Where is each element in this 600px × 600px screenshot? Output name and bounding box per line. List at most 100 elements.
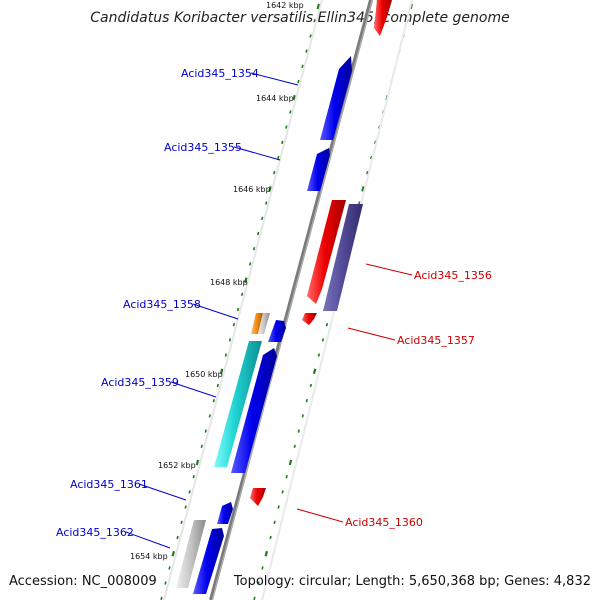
scale-tick: [289, 110, 292, 114]
gene-top-partial[interactable]: [374, 0, 392, 36]
scale-tick: [236, 307, 240, 312]
scale-tick: [192, 474, 195, 479]
gene-acid345-1360[interactable]: [250, 488, 266, 506]
scale-tick: [309, 383, 313, 388]
scale-tick: [297, 429, 300, 433]
gene-acid345-1358[interactable]: [268, 320, 286, 342]
scale-tick: [281, 490, 284, 494]
scale-tick: [325, 322, 329, 327]
scale-tick: [305, 49, 308, 53]
scale-tick: [285, 125, 288, 129]
gene-label-acid345-1361[interactable]: Acid345_1361: [70, 478, 148, 491]
scale-tick: [370, 155, 373, 160]
label-connectors: [125, 72, 413, 549]
gene-acid345-1362-gray[interactable]: [176, 520, 206, 588]
topology-text: Topology: circular; Length: 5,650,368 bp…: [233, 574, 591, 589]
scale-tick: [313, 18, 316, 23]
scale-tick: [256, 231, 260, 236]
scale-tick: [374, 140, 377, 145]
scale-tick: [265, 201, 268, 205]
scale-tick: [277, 155, 280, 160]
scale-tick: [244, 277, 248, 283]
scale-tick: [216, 383, 220, 388]
scale-tick: [195, 459, 200, 466]
gene-acid345-1358-gray[interactable]: [258, 313, 270, 334]
scale-label: 1642 kbp: [266, 1, 304, 10]
track-guides: [163, 0, 413, 600]
scale-tick: [277, 505, 280, 509]
scale-label: 1650 kbp: [185, 370, 223, 379]
gene-acid345-1361[interactable]: [217, 502, 233, 524]
scale-tick: [273, 520, 276, 525]
scale-tick: [168, 566, 171, 570]
scale-tick: [257, 581, 260, 585]
gene-label-acid345-1355[interactable]: Acid345_1355: [164, 141, 242, 154]
scale-tick: [171, 550, 175, 557]
scale-tick: [252, 246, 256, 251]
scale-tick: [305, 398, 308, 403]
scale-labels: 1642 kbp 1644 kbp 1646 kbp 1648 kbp 1650…: [130, 1, 304, 561]
gene-label-acid345-1357[interactable]: Acid345_1357: [397, 334, 475, 347]
scale-tick: [212, 398, 215, 403]
scale-label: 1646 kbp: [233, 185, 271, 194]
backbone-highlight: [211, 0, 373, 600]
scale-label: 1654 kbp: [130, 552, 168, 561]
scale-tick: [301, 64, 304, 69]
accession-text: Accession: NC_008009: [9, 574, 157, 589]
genome-title: Candidatus Koribacter versatilis Ellin34…: [90, 10, 510, 26]
scale-tick: [269, 535, 272, 540]
gene-acid345-1356[interactable]: [323, 204, 363, 311]
scale-tick: [160, 596, 163, 600]
gene-label-acid345-1362[interactable]: Acid345_1362: [56, 526, 134, 539]
scale-tick: [268, 186, 272, 192]
scale-tick: [317, 353, 321, 357]
gene-acid345-1359[interactable]: [231, 348, 277, 473]
scale-tick: [288, 459, 293, 466]
scale-tick: [219, 368, 224, 375]
scale-tick: [184, 505, 187, 509]
scale-tick: [312, 368, 317, 375]
scale-tick: [264, 550, 268, 557]
scale-tick: [285, 474, 288, 479]
scale-tick: [309, 34, 312, 38]
scale-tick: [273, 170, 276, 175]
gene-labels-reverse: Acid345_1356 Acid345_1357 Acid345_1360: [345, 269, 492, 529]
gene-label-acid345-1354[interactable]: Acid345_1354: [181, 67, 259, 80]
scale-tick: [204, 429, 207, 433]
gene-acid345-1355[interactable]: [307, 148, 330, 191]
gene-acid345-1356-red[interactable]: [307, 200, 346, 304]
scale-tick: [366, 170, 369, 175]
scale-tick: [240, 292, 244, 297]
scale-tick: [180, 520, 183, 525]
gene-label-acid345-1356[interactable]: Acid345_1356: [414, 269, 492, 282]
scale-tick: [188, 490, 191, 494]
gene-acid345-1357[interactable]: [302, 313, 317, 325]
gene-label-acid345-1358[interactable]: Acid345_1358: [123, 298, 201, 311]
scale-tick: [292, 94, 296, 101]
gene-label-acid345-1359[interactable]: Acid345_1359: [101, 376, 179, 389]
scale-label: 1644 kbp: [256, 94, 294, 103]
scale-tick: [224, 353, 228, 357]
scale-tick: [293, 444, 296, 449]
gene-acid345-1362[interactable]: [193, 528, 224, 594]
gene-acid345-1359-cyan[interactable]: [214, 341, 262, 467]
scale-tick: [232, 322, 236, 327]
gene-label-acid345-1360[interactable]: Acid345_1360: [345, 516, 423, 529]
gene-acid345-1358-orange[interactable]: [251, 313, 263, 334]
scale-tick: [176, 535, 179, 540]
genome-backbone: [209, 0, 373, 600]
scale-tick: [208, 414, 211, 418]
scale-tick: [200, 444, 203, 449]
scale-tick: [361, 186, 365, 192]
scale-label: 1652 kbp: [158, 461, 196, 470]
scale-tick: [281, 140, 284, 145]
scale-tick: [253, 596, 256, 600]
scale-tick: [228, 338, 232, 342]
scale-tick: [316, 3, 321, 10]
scale-tick: [260, 216, 264, 221]
gene-acid345-1354[interactable]: [320, 56, 352, 140]
scale-tick: [301, 414, 304, 418]
scale-tick: [248, 262, 252, 266]
